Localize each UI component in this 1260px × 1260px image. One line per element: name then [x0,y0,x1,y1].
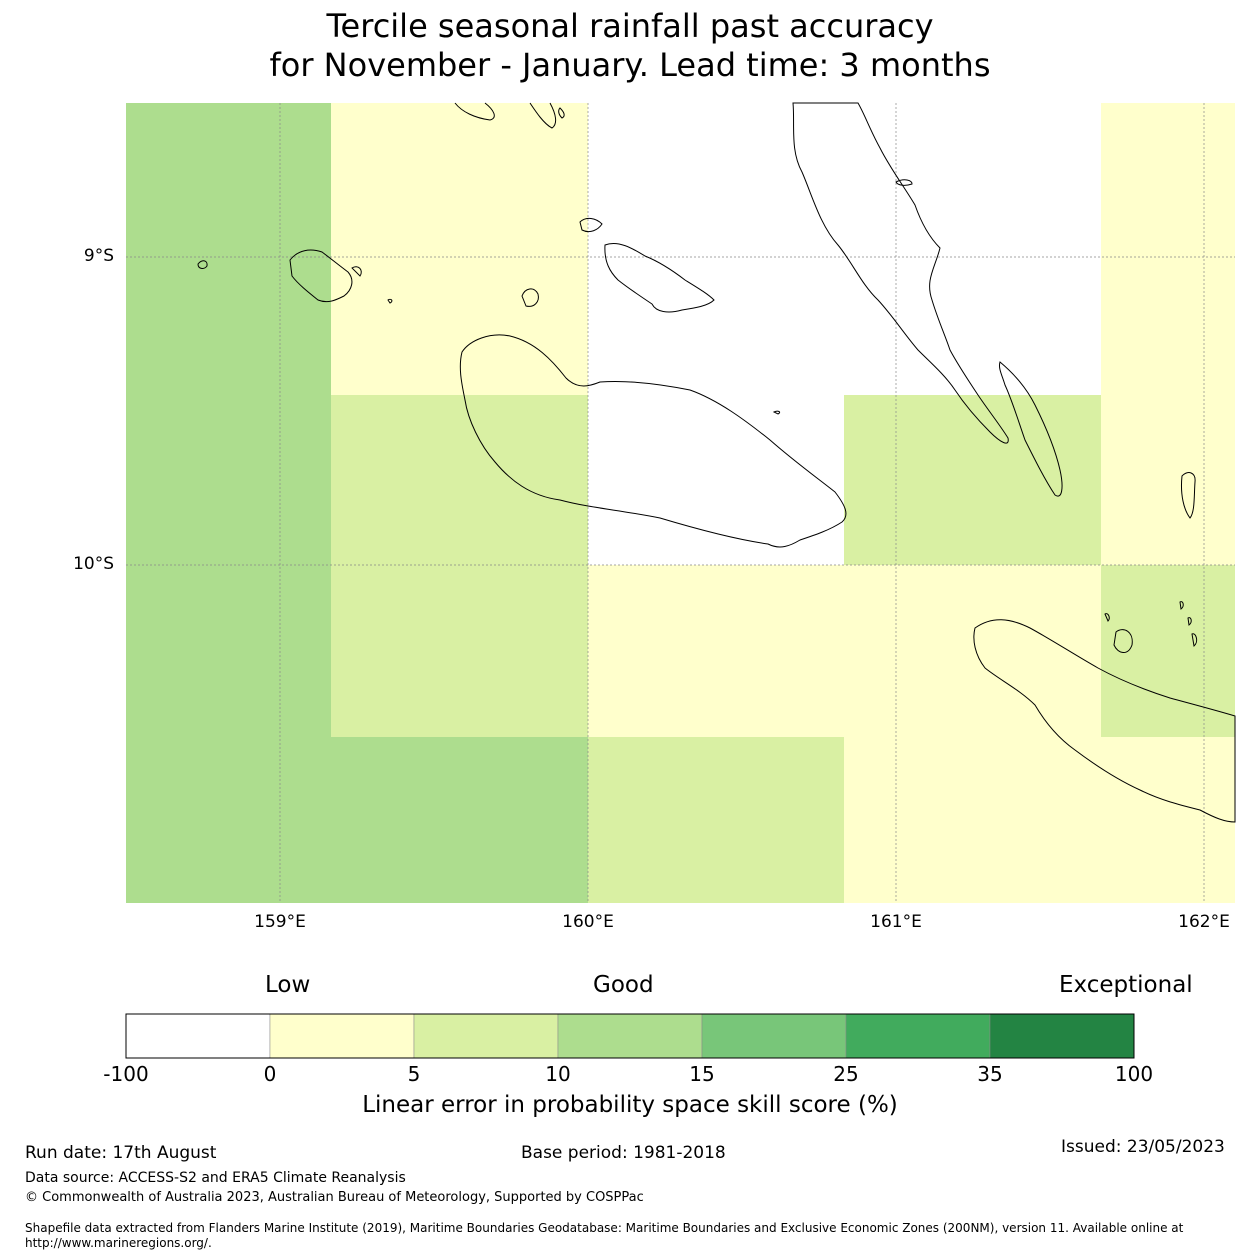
colorbar-swatch [557,1013,703,1059]
colorbar-swatch [125,1013,271,1059]
grid-cell [1101,103,1235,565]
grid-cell [331,395,588,737]
island-outline [459,334,847,548]
island-outline [1113,629,1133,653]
grid-cell [331,737,588,903]
colorbar-tick: 10 [545,1062,571,1086]
island-outline [895,179,913,186]
chart-title-line-1: Tercile seasonal rainfall past accuracy [326,7,934,45]
colorbar-swatch [269,1013,415,1059]
grid-cell [588,565,844,737]
data-source: Data source: ACCESS-S2 and ERA5 Climate … [25,1170,406,1186]
colorbar-swatch [413,1013,559,1059]
island-outline [772,410,781,415]
island-outline [973,619,1236,823]
category-label-good: Good [593,972,654,998]
skill-grid [126,103,1235,903]
island-outline [289,249,353,303]
colorbar-tick: 25 [833,1062,859,1086]
colorbar-swatch [701,1013,847,1059]
lon-label-160e: 160°E [562,912,614,932]
island-outline [604,242,715,313]
colorbar-title: Linear error in probability space skill … [362,1092,898,1118]
colorbar-tick: 15 [689,1062,715,1086]
island-outline [351,266,362,277]
lat-label-10s: 10°S [73,554,114,574]
island-outline [197,260,208,269]
island-outline [792,102,1009,444]
colorbar-swatch [989,1013,1135,1059]
island-outline [999,361,1063,497]
island-outline [1179,601,1184,610]
colorbar-tick: 100 [1114,1062,1154,1086]
graticule [126,103,1235,903]
category-label-exceptional: Exceptional [1059,972,1193,998]
island-outline [1104,613,1110,622]
island-outline [1187,617,1192,626]
colorbar-tick: 0 [263,1062,277,1086]
island-outline [1191,633,1198,647]
lon-label-161e: 161°E [870,912,922,932]
copyright: © Commonwealth of Australia 2023, Austra… [25,1190,644,1205]
island-outline [558,107,565,119]
colorbar-swatch [845,1013,991,1059]
base-period: Base period: 1981-2018 [521,1143,726,1163]
grid-cell [588,103,844,565]
colorbar [125,1013,1135,1059]
shapefile-credit: Shapefile data extracted from Flanders M… [25,1221,1184,1250]
colorbar-frame [125,1013,1135,1059]
issued-date: Issued: 23/05/2023 [1061,1137,1225,1157]
category-label-low: Low [265,972,311,998]
island-outline [1181,472,1196,519]
lon-label-162e: 162°E [1178,912,1230,932]
chart-title-line-2: for November - January. Lead time: 3 mon… [269,46,991,84]
coastlines [197,102,1236,823]
grid-cell [588,737,844,903]
island-outline [529,102,557,129]
grid-cell [331,103,588,395]
lon-label-159e: 159°E [254,912,306,932]
run-date: Run date: 17th August [25,1143,217,1163]
grid-cell [1101,565,1235,737]
island-outline [387,298,393,304]
grid-cell [1101,737,1235,903]
grid-cell [844,103,1101,395]
island-outline [521,288,539,307]
grid-cell [844,395,1101,565]
grid-cell [844,565,1101,903]
colorbar-tick: -100 [103,1062,149,1086]
grid-cell [126,103,331,903]
colorbar-tick: 5 [407,1062,421,1086]
lat-label-9s: 9°S [83,246,114,266]
island-outline [454,102,495,121]
island-outline [579,217,603,233]
colorbar-tick: 35 [977,1062,1003,1086]
